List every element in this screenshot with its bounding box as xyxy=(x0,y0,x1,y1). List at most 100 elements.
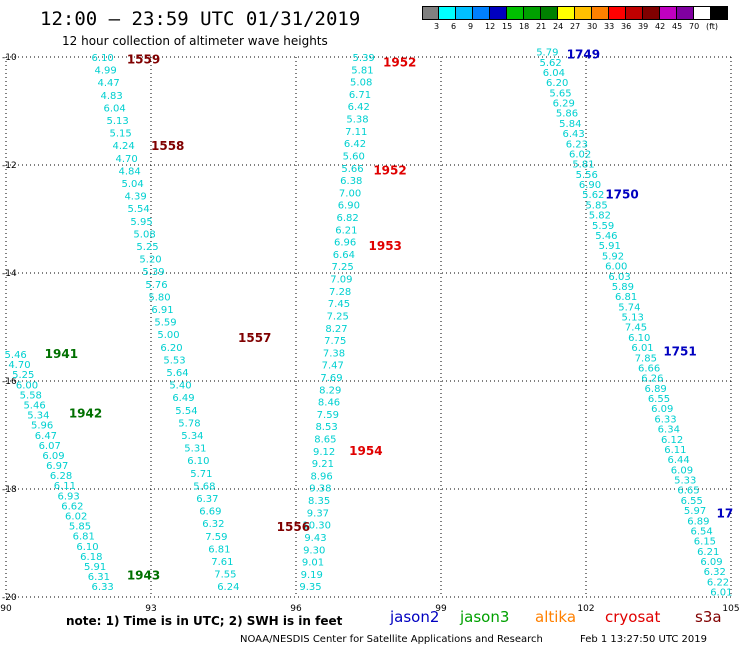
color-swatch xyxy=(626,6,643,20)
time-label: 1558 xyxy=(151,139,184,153)
map-title: 12:00 – 23:59 UTC 01/31/2019 xyxy=(40,8,361,30)
swh-value: 6.42 xyxy=(344,139,366,150)
color-scale-label: 24 xyxy=(553,22,564,31)
swh-value: 7.11 xyxy=(345,127,367,138)
swh-value: 6.01 xyxy=(631,343,653,354)
color-scale-label: 18 xyxy=(519,22,530,31)
swh-value: 6.20 xyxy=(546,78,568,89)
swh-value: 6.62 xyxy=(61,501,83,512)
swh-value: 5.97 xyxy=(684,506,706,517)
swh-value: 5.59 xyxy=(154,318,176,329)
swh-value: 4.47 xyxy=(98,78,120,89)
swh-value: 5.76 xyxy=(145,280,167,291)
swh-value: 6.28 xyxy=(50,471,72,482)
swh-value: 5.79 xyxy=(536,48,558,59)
swh-value: 4.70 xyxy=(8,360,30,371)
swh-value: 7.25 xyxy=(332,262,354,273)
swh-value: 5.39 xyxy=(353,53,375,64)
color-swatch xyxy=(558,6,575,20)
swh-value: 5.54 xyxy=(175,406,197,417)
swh-value: 5.66 xyxy=(341,164,363,175)
time-label: 1952 xyxy=(383,55,416,69)
swh-value: 5.00 xyxy=(157,330,179,341)
swh-value: 7.59 xyxy=(205,532,227,543)
swh-value: 6.34 xyxy=(658,425,680,436)
map-subtitle: 12 hour collection of altimeter wave hei… xyxy=(62,34,328,48)
swh-value: 5.65 xyxy=(549,88,571,99)
time-label: 1952 xyxy=(373,163,406,177)
color-swatch xyxy=(507,6,524,20)
color-scale-label: 70 xyxy=(689,22,700,31)
time-label: 1943 xyxy=(127,568,160,582)
swh-value: 5.20 xyxy=(139,255,161,266)
swh-value: 5.46 xyxy=(23,400,45,411)
swh-value: 6.81 xyxy=(615,292,637,303)
swh-value: 9.38 xyxy=(309,484,331,495)
swh-value: 5.92 xyxy=(602,251,624,262)
footer-credit: NOAA/NESDIS Center for Satellite Applica… xyxy=(240,634,543,645)
swh-value: 6.90 xyxy=(579,180,601,191)
swh-value: 5.54 xyxy=(127,204,149,215)
swh-value: 8.96 xyxy=(310,471,332,482)
y-tick-label: -14 xyxy=(2,269,17,279)
swh-value: 6.09 xyxy=(700,557,722,568)
swh-value: 7.38 xyxy=(323,348,345,359)
swh-value: 6.93 xyxy=(57,491,79,502)
color-scale-label: 15 xyxy=(502,22,513,31)
swh-value: 6.96 xyxy=(334,238,356,249)
swh-value: 5.40 xyxy=(169,381,191,392)
swh-value: 5.81 xyxy=(572,160,594,171)
color-scale-label: 12 xyxy=(485,22,496,31)
swh-value: 6.55 xyxy=(648,394,670,405)
time-label: 17 xyxy=(717,506,734,520)
swh-value: 6.07 xyxy=(39,441,61,452)
swh-value: 6.10 xyxy=(92,53,114,64)
swh-value: 5.25 xyxy=(136,242,158,253)
swh-value: 6.64 xyxy=(333,250,355,261)
color-scale-label: 9 xyxy=(468,22,474,31)
footer-timestamp: Feb 1 13:27:50 UTC 2019 xyxy=(580,634,707,645)
swh-value: 6.37 xyxy=(196,494,218,505)
swh-value: 9.43 xyxy=(304,533,326,544)
time-label: 1556 xyxy=(277,520,310,534)
swh-value: 7.45 xyxy=(625,323,647,334)
swh-value: 5.89 xyxy=(612,282,634,293)
color-swatch xyxy=(575,6,592,20)
swh-value: 5.34 xyxy=(181,431,203,442)
swh-value: 6.47 xyxy=(35,431,57,442)
swh-value: 5.91 xyxy=(599,241,621,252)
swh-value: 5.81 xyxy=(351,65,373,76)
swh-value: 4.83 xyxy=(101,91,123,102)
color-scale-label: 21 xyxy=(536,22,547,31)
color-swatch xyxy=(677,6,694,20)
swh-value: 8.27 xyxy=(325,324,347,335)
color-swatch xyxy=(660,6,677,20)
x-tick-label: 90 xyxy=(0,604,12,614)
swh-value: 6.66 xyxy=(638,363,660,374)
swh-value: 8.46 xyxy=(318,398,340,409)
swh-value: 5.74 xyxy=(618,302,640,313)
color-scale-label: 36 xyxy=(621,22,632,31)
swh-value: 9.01 xyxy=(302,558,324,569)
swh-value: 6.33 xyxy=(654,414,676,425)
swh-value: 6.89 xyxy=(687,516,709,527)
swh-value: 5.84 xyxy=(559,119,581,130)
swh-value: 5.39 xyxy=(142,267,164,278)
swh-value: 6.20 xyxy=(160,343,182,354)
swh-value: 5.08 xyxy=(350,78,372,89)
color-scale-bar xyxy=(422,6,728,20)
swh-value: 7.45 xyxy=(328,299,350,310)
swh-value: 4.24 xyxy=(112,141,134,152)
swh-value: 5.58 xyxy=(20,390,42,401)
swh-value: 6.81 xyxy=(73,532,95,543)
swh-value: 6.00 xyxy=(16,380,38,391)
swh-value: 6.32 xyxy=(202,519,224,530)
swh-value: 5.71 xyxy=(190,469,212,480)
color-swatch xyxy=(694,6,711,20)
color-scale-label: 39 xyxy=(638,22,649,31)
swh-value: 7.47 xyxy=(322,361,344,372)
swh-value: 5.33 xyxy=(674,476,696,487)
swh-value: 6.71 xyxy=(349,90,371,101)
y-tick-label: -12 xyxy=(2,161,17,171)
time-label: 1941 xyxy=(45,347,78,361)
